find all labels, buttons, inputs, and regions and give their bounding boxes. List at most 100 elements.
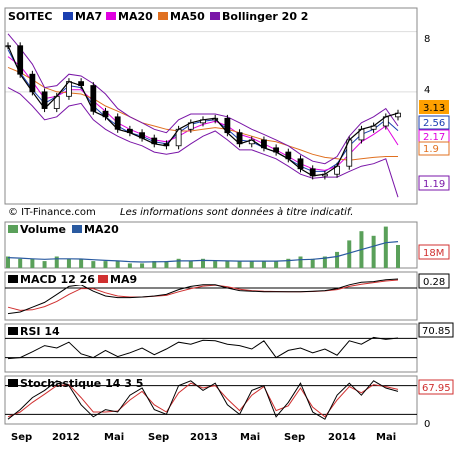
badge-ma7: 2.56 [423,118,445,129]
volume-bar [310,258,315,268]
volume-bar [249,261,254,268]
volume-bar [18,258,23,268]
legend-swatch-macd [8,275,18,283]
volume-bar [383,226,388,268]
volume-bar [225,261,230,268]
legend-bollinger: Bollinger 20 2 [222,10,308,23]
legend-ma50: MA50 [170,10,205,23]
y-tick-4: 4 [424,85,430,96]
legend-macd-ma9: MA9 [110,273,137,286]
volume-bar [164,261,169,268]
volume-bar [6,256,10,268]
volume-bar [213,261,218,268]
series-rsi [7,336,399,360]
legend-volume-ma20: MA20 [84,223,119,236]
badge-volume: 18M [423,248,444,259]
price-series [5,33,401,198]
series-stoch-k [7,380,399,420]
volume-bar [79,258,84,268]
x-label: Mai [376,432,396,443]
stoch-right-tick: 0 [424,419,430,430]
price-candle [395,112,401,118]
volume-bar [298,256,303,268]
volume-bar [91,261,96,268]
legend-stoch: Stochastique 14 3 5 [20,377,143,390]
volume-bar [274,261,279,268]
badge-bollinger: 1.19 [423,179,445,190]
series-macd-ma9 [7,279,399,311]
volume-bar [115,261,120,268]
symbol-label: SOITEC [8,10,52,23]
volume-bar [30,258,35,268]
rsi-panel: RSI 14 70.85 [4,322,454,373]
x-label: 2014 [328,432,356,443]
x-label: Sep [11,432,32,443]
badge-close: 3.13 [423,103,445,114]
volume-bar [335,251,340,268]
copyright-credit: © IT-Finance.com [8,207,96,218]
legend-swatch-ma20 [106,12,116,20]
badge-macd: 0.28 [423,277,445,288]
volume-bar [322,256,327,268]
x-axis: Sep 2012 Mai Sep 2013 Mai Sep 2014 Mai [11,432,396,443]
legend-volume: Volume [20,223,66,236]
volume-bar [140,263,145,268]
x-label: Mai [104,432,124,443]
volume-panel: Volume MA20 18M [4,221,450,269]
macd-panel: MACD 12 26 MA9 0.28 [4,271,450,321]
badge-ma50: 1.9 [423,144,439,155]
volume-bar [201,258,205,268]
value-badges: 3.13 2.56 2.17 1.9 1.19 [418,100,450,191]
legend-swatch-volume [8,225,18,233]
series-stoch-d [7,382,399,418]
y-tick-8: 8 [424,34,430,45]
x-label: 2012 [52,432,80,443]
volume-bar [396,245,400,268]
legend-ma7: MA7 [75,10,102,23]
stoch-panel: Stochastique 14 3 5 67.95 0 [4,375,454,430]
macd-series [5,278,417,315]
series-bollinger-lower [7,87,399,198]
legend-swatch-volume-ma20 [72,225,82,233]
volume-bar [54,256,59,268]
badge-stoch: 67.95 [422,383,451,394]
volume-bar [42,261,47,268]
volume-bar [127,263,132,268]
x-label: Sep [148,432,169,443]
volume-bar [66,258,71,268]
series-bollinger-upper [7,33,399,165]
legend-rsi: RSI 14 [20,325,60,338]
legend-swatch-macd-ma9 [98,275,108,283]
volume-bar [152,261,157,268]
badge-rsi: 70.85 [422,326,451,337]
volume-bar [188,261,193,268]
rsi-series [5,336,417,360]
volume-bar [237,261,242,268]
disclaimer-text: Les informations sont données à titre in… [120,206,353,218]
series-volume-ma20 [7,241,399,263]
legend-macd: MACD 12 26 [20,273,95,286]
volume-bar [286,258,291,268]
volume-bar [261,261,266,268]
volume-bar [347,240,352,268]
price-grid [5,31,417,93]
legend-swatch-ma7 [63,12,73,20]
legend-swatch-bollinger [210,12,220,20]
price-legend: SOITEC MA7 MA20 MA50 Bollinger 20 2 [6,9,346,23]
x-label: Sep [284,432,305,443]
series-soitec-close [7,45,399,177]
legend-swatch-ma50 [158,12,168,20]
volume-bar [103,261,108,268]
x-label: 2013 [190,432,218,443]
badge-ma20: 2.17 [423,132,445,143]
legend-swatch-rsi [8,327,18,335]
stoch-series [5,380,417,420]
volume-bar [371,235,376,268]
volume-bar [176,258,181,268]
x-label: Mai [240,432,260,443]
legend-swatch-stoch [8,379,18,387]
legend-ma20: MA20 [118,10,153,23]
volume-series [6,226,400,268]
series-macd [7,278,399,315]
